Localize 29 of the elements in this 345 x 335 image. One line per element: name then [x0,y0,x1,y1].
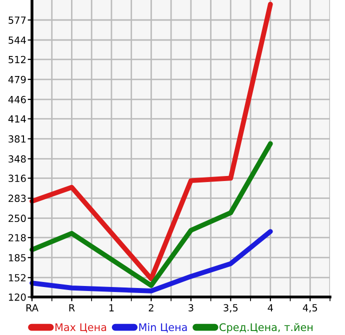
line-series [30,141,273,288]
line-series [30,229,273,294]
legend-label: Max Цена [55,323,106,333]
legend-label: Min Цена [139,323,187,333]
x-tick-label: RA [26,304,38,312]
x-tick-label: 3 [188,304,194,312]
legend-label: Сред.Цена, т.йен [220,323,313,334]
y-tick-label: 414 [8,115,26,122]
y-tick-label: 512 [8,56,26,64]
y-tick-label: 250 [8,214,26,222]
y-tick-label: 316 [8,174,26,182]
y-tick-label: 577 [8,16,26,24]
x-tick-label: 4 [268,304,273,312]
y-tick-label: 348 [8,155,26,163]
x-tick-label: 4,5 [302,304,318,312]
x-tick-label: R [69,304,75,312]
y-tick-label: 152 [8,274,26,282]
y-tick-label: 544 [8,36,26,44]
y-tick-label: 283 [8,194,26,202]
x-tick-label: 1 [109,304,114,312]
y-tick-label: 479 [8,76,26,84]
y-tick-label: 120 [8,293,26,301]
y-tick-label: 218 [8,234,26,242]
y-tick-label: 185 [8,254,26,262]
x-tick-label: 3,5 [224,304,238,312]
line-series [30,2,273,282]
y-tick-label: 446 [8,96,26,104]
x-tick-label: 2 [148,304,154,312]
y-tick-label: 381 [8,135,26,143]
